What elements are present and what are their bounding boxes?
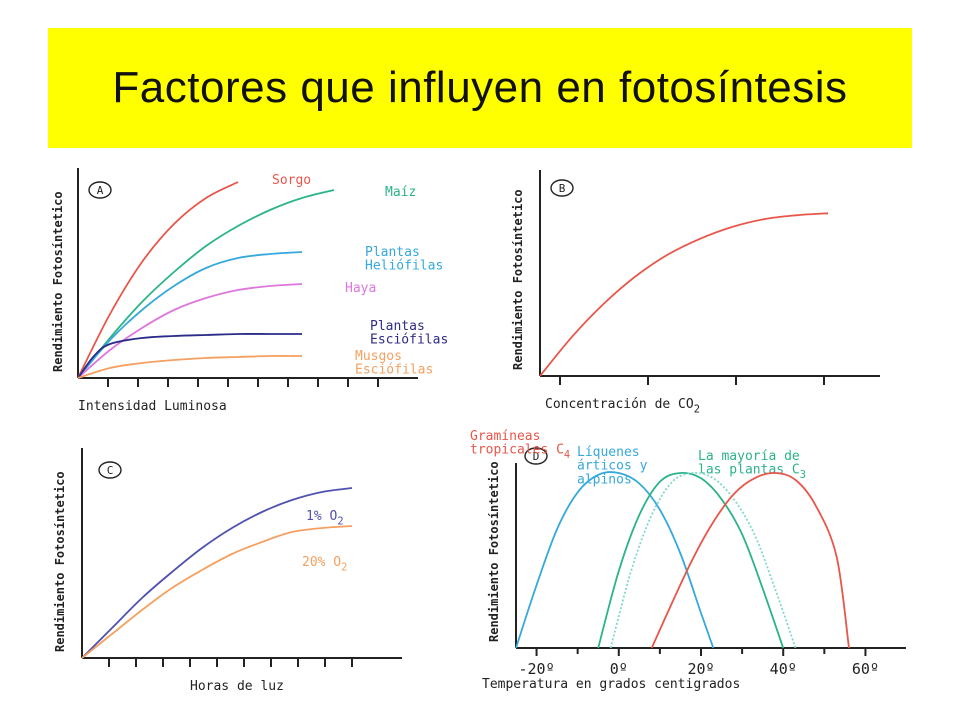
chart-d-tick-label: 60º	[852, 660, 879, 678]
chart-a-series-label: Maíz	[385, 185, 416, 200]
page-title: Factores que influyen en fotosíntesis	[112, 63, 848, 112]
chart-d-series-line	[609, 471, 797, 649]
chart-d-series-line	[515, 471, 715, 649]
chart-c-series-label-sub: 2	[337, 516, 343, 528]
chart-d-y-label: Rendimiento Fotosíntetico	[487, 461, 501, 642]
chart-a-series-label: Musgos Esciófilas	[355, 349, 433, 378]
chart-a-series-label: Haya	[345, 281, 376, 296]
chart-c-series-line	[81, 487, 353, 659]
chart-d-series-label: Líquenes árticos y alpinos	[577, 445, 648, 487]
chart-b-y-label: Rendimiento Fotosíntetico	[511, 189, 525, 370]
chart-panel-a: Intensidad Luminosa Rendimiento Fotosínte…	[40, 168, 470, 420]
chart-c-panel-letter: C	[107, 464, 114, 477]
chart-a-svg: Intensidad Luminosa Rendimiento Fotosínte…	[51, 168, 448, 414]
chart-d-tick-label: 0º	[610, 660, 628, 678]
chart-b-x-label: Concentración de CO2	[545, 397, 700, 416]
chart-a-series-label: Plantas Heliófilas	[365, 245, 443, 274]
title-banner: Factores que influyen en fotosíntesis	[48, 28, 912, 148]
chart-d-series-label: Gramíneas tropicales C4	[470, 429, 570, 461]
chart-c-svg: Horas de luz Rendimiento Fotosíntetico C 1%…	[53, 448, 402, 694]
chart-a-x-label: Intensidad Luminosa	[78, 399, 227, 414]
chart-c-series-line	[81, 525, 353, 659]
chart-a-series-label: Sorgo	[272, 173, 311, 188]
chart-panel-c: Horas de luz Rendimiento Fotosíntetico C 1%…	[40, 448, 440, 700]
chart-a-y-label: Rendimiento Fotosíntetico	[51, 191, 65, 372]
chart-panel-d: -20º 0º 20º 40º 60º Temperatura en grados cen…	[470, 429, 940, 700]
chart-a-series-label: Plantas Esciófilas	[370, 319, 448, 348]
chart-c-series-label-sub: 2	[341, 562, 347, 574]
chart-b-svg: Concentración de CO2 Rendimiento Fotosínt…	[511, 170, 880, 416]
chart-c-series-label: 20% O2	[302, 555, 347, 574]
chart-b-label-circle	[550, 179, 574, 197]
chart-c-x-label: Horas de luz	[190, 679, 284, 694]
chart-a-series-line	[77, 251, 303, 379]
chart-d-tick-label: -20º	[518, 660, 554, 678]
chart-a-label-circle	[88, 181, 112, 199]
chart-c-label-circle	[98, 461, 122, 479]
chart-a-series-line	[77, 181, 239, 379]
chart-d-series-label-sub: 3	[800, 469, 806, 481]
chart-d-svg: -20º 0º 20º 40º 60º Temperatura en grados cen…	[470, 429, 906, 692]
chart-a-series-line	[77, 355, 303, 379]
chart-c-y-label: Rendimiento Fotosíntetico	[53, 471, 67, 652]
chart-d-label-circle	[524, 447, 548, 465]
chart-d-tick-label: 20º	[687, 660, 714, 678]
chart-d-series-label: La mayoría de las plantas C3	[698, 449, 806, 481]
chart-d-x-label: Temperatura en grados centigrados	[482, 677, 740, 692]
chart-d-series-line	[597, 471, 785, 649]
chart-d-panel-letter: D	[533, 450, 540, 463]
chart-d-tick-label: 40º	[770, 660, 797, 678]
chart-panel-b: Concentración de CO2 Rendimiento Fotosínt…	[500, 170, 880, 420]
chart-d-series-label-sub: 4	[564, 449, 570, 461]
chart-b-series-line	[539, 212, 829, 377]
chart-a-series-line	[77, 283, 303, 379]
chart-b-panel-letter: B	[559, 182, 566, 195]
chart-d-series-line	[650, 472, 850, 649]
chart-c-series-label: 1% O2	[306, 509, 344, 528]
chart-a-series-line	[77, 189, 335, 379]
chart-a-series-line	[77, 333, 302, 379]
chart-a-panel-letter: A	[97, 184, 104, 197]
chart-b-x-label-sub: 2	[694, 404, 700, 416]
